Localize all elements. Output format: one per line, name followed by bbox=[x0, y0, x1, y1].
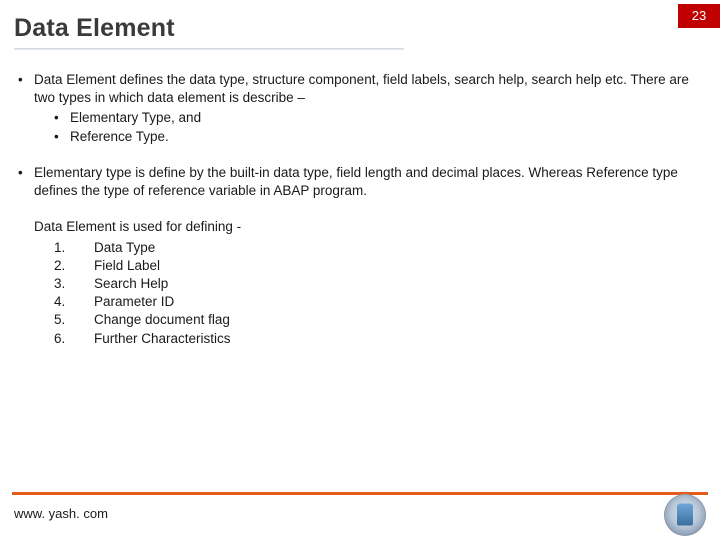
slide-footer: www. yash. com bbox=[0, 492, 720, 540]
sub-bullet-item: Reference Type. bbox=[34, 128, 696, 146]
defining-block: Data Element is used for defining - 1.Da… bbox=[14, 218, 696, 348]
page-title: Data Element bbox=[14, 14, 720, 43]
list-item-text: Parameter ID bbox=[94, 294, 174, 309]
bullet-list: Data Element defines the data type, stru… bbox=[14, 71, 696, 200]
list-item: 6.Further Characteristics bbox=[34, 330, 696, 348]
slide-content: Data Element defines the data type, stru… bbox=[0, 55, 720, 348]
defining-lead: Data Element is used for defining - bbox=[34, 218, 696, 236]
list-item-text: Further Characteristics bbox=[94, 331, 231, 346]
footer-rule bbox=[12, 492, 708, 495]
title-underline bbox=[14, 48, 404, 50]
list-item-text: Search Help bbox=[94, 276, 168, 291]
company-logo-icon bbox=[664, 494, 706, 536]
list-item-text: Change document flag bbox=[94, 312, 230, 327]
list-item: 5.Change document flag bbox=[34, 311, 696, 329]
numbered-list: 1.Data Type 2.Field Label 3.Search Help … bbox=[34, 239, 696, 348]
bullet-text: Data Element defines the data type, stru… bbox=[34, 72, 689, 105]
sub-bullet-item: Elementary Type, and bbox=[34, 109, 696, 127]
bullet-text: Elementary type is define by the built-i… bbox=[34, 165, 678, 198]
footer-url: www. yash. com bbox=[14, 506, 108, 521]
list-item: 2.Field Label bbox=[34, 257, 696, 275]
list-item-text: Data Type bbox=[94, 240, 155, 255]
sub-bullet-list: Elementary Type, and Reference Type. bbox=[34, 109, 696, 145]
bullet-item: Elementary type is define by the built-i… bbox=[14, 164, 696, 200]
list-item: 3.Search Help bbox=[34, 275, 696, 293]
list-item: 4.Parameter ID bbox=[34, 293, 696, 311]
title-block: Data Element bbox=[0, 0, 720, 55]
bullet-item: Data Element defines the data type, stru… bbox=[14, 71, 696, 146]
list-item-text: Field Label bbox=[94, 258, 160, 273]
list-item: 1.Data Type bbox=[34, 239, 696, 257]
